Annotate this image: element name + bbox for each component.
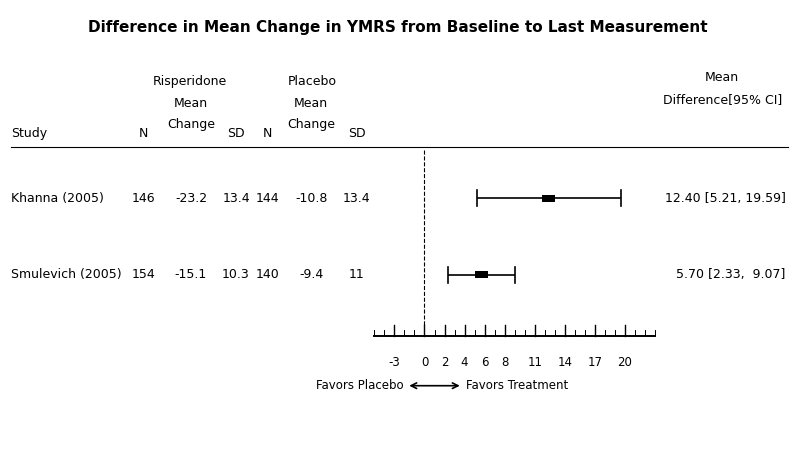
- Text: 17: 17: [587, 356, 602, 369]
- Text: 13.4: 13.4: [222, 192, 250, 205]
- Text: 146: 146: [132, 192, 155, 205]
- Text: 13.4: 13.4: [343, 192, 370, 205]
- Text: N: N: [139, 126, 148, 140]
- Text: 140: 140: [256, 268, 279, 281]
- Text: Favors Placebo: Favors Placebo: [316, 379, 403, 392]
- Text: Risperidone: Risperidone: [153, 75, 227, 88]
- Text: 4: 4: [461, 356, 468, 369]
- Text: SD: SD: [348, 126, 366, 140]
- Text: -10.8: -10.8: [295, 192, 327, 205]
- FancyBboxPatch shape: [475, 271, 488, 278]
- Text: Khanna (2005): Khanna (2005): [10, 192, 103, 205]
- Text: SD: SD: [227, 126, 245, 140]
- Text: Difference in Mean Change in YMRS from Baseline to Last Measurement: Difference in Mean Change in YMRS from B…: [88, 20, 708, 35]
- Text: 0: 0: [421, 356, 428, 369]
- Text: 6: 6: [481, 356, 488, 369]
- Text: Difference[95% CI]: Difference[95% CI]: [662, 93, 782, 106]
- Text: Favors Treatment: Favors Treatment: [466, 379, 568, 392]
- Text: 14: 14: [558, 356, 572, 369]
- Text: 144: 144: [256, 192, 279, 205]
- FancyBboxPatch shape: [542, 195, 555, 202]
- Text: -9.4: -9.4: [299, 268, 323, 281]
- Text: 10.3: 10.3: [222, 268, 250, 281]
- Text: Smulevich (2005): Smulevich (2005): [10, 268, 122, 281]
- Text: Study: Study: [10, 126, 47, 140]
- Text: 11: 11: [527, 356, 542, 369]
- Text: -3: -3: [389, 356, 400, 369]
- Text: 5.70 [2.33,  9.07]: 5.70 [2.33, 9.07]: [676, 268, 786, 281]
- Text: 11: 11: [349, 268, 365, 281]
- Text: Change: Change: [167, 118, 215, 131]
- Text: 154: 154: [132, 268, 155, 281]
- Text: -15.1: -15.1: [175, 268, 207, 281]
- Text: -23.2: -23.2: [175, 192, 207, 205]
- Text: Mean: Mean: [174, 97, 208, 110]
- Text: Change: Change: [287, 118, 335, 131]
- Text: Mean: Mean: [705, 71, 739, 84]
- Text: Placebo: Placebo: [288, 75, 337, 88]
- Text: Mean: Mean: [294, 97, 328, 110]
- Text: 20: 20: [618, 356, 633, 369]
- Text: 12.40 [5.21, 19.59]: 12.40 [5.21, 19.59]: [665, 192, 786, 205]
- Text: N: N: [263, 126, 272, 140]
- Text: 8: 8: [501, 356, 508, 369]
- Text: 2: 2: [441, 356, 448, 369]
